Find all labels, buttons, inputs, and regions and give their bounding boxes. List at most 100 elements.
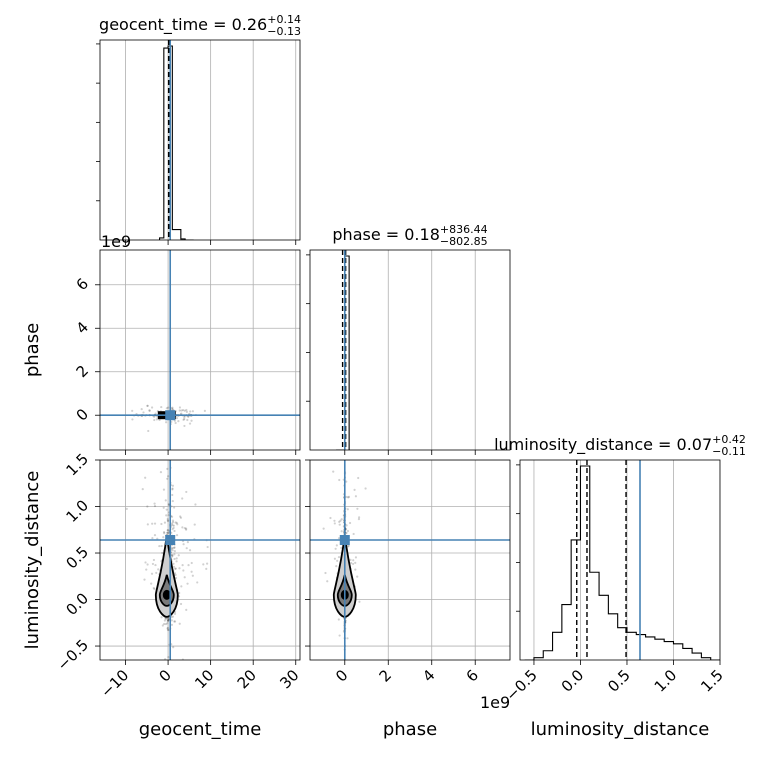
panel-frame (99, 459, 301, 661)
sample-point (170, 407, 173, 410)
sample-point (167, 406, 170, 409)
sample-point (163, 619, 166, 622)
sample-point (185, 408, 188, 412)
sample-point (190, 570, 193, 573)
x-axis-luminosity_distance-row2: −0.5 0.0 0.5 1.0 1.5 (502, 660, 727, 705)
x-tick-label: −10 (97, 666, 132, 701)
sample-point (170, 547, 173, 550)
sample-point (333, 519, 336, 522)
sample-point (172, 546, 176, 549)
sample-point (337, 618, 340, 621)
sample-point (346, 529, 350, 533)
sample-point (181, 526, 184, 529)
x-tick-label: 0.0 (558, 666, 588, 696)
sample-point (146, 505, 149, 508)
y-axis-label-luminosity_distance: luminosity_distance (22, 471, 43, 650)
sample-point (347, 495, 351, 498)
sample-point (173, 419, 177, 422)
sample-point (161, 551, 164, 555)
sample-point (171, 521, 175, 524)
x-tick-label: 0 (155, 666, 174, 685)
sample-point (357, 518, 361, 521)
sample-point (344, 694, 346, 696)
sample-point (158, 418, 161, 422)
panel-luminosity_distance-geocent_time (99, 459, 301, 661)
sample-point (175, 560, 178, 563)
sample-point (165, 421, 168, 424)
sample-point (178, 622, 181, 625)
sample-point (185, 608, 188, 611)
sample-point (166, 628, 170, 631)
sample-point (174, 573, 177, 576)
sample-point (160, 405, 163, 409)
x-tick-label: 1.5 (697, 666, 727, 696)
sample-point (338, 634, 341, 637)
sample-point (143, 578, 146, 581)
panel-phase-phase: phase = 0.18+836.44−802.85 (306, 223, 511, 451)
x-scale-label-phase: 1e9 (480, 693, 510, 712)
sample-point (146, 523, 149, 526)
sample-point (167, 655, 170, 659)
sample-point (338, 520, 341, 523)
x-tick-label: 0 (332, 666, 351, 685)
sample-point (151, 537, 154, 540)
sample-point (173, 572, 177, 575)
sample-point (171, 549, 174, 552)
sample-point (354, 561, 357, 564)
sample-point (356, 575, 359, 578)
sample-point (333, 522, 336, 525)
sample-point (166, 517, 169, 521)
sample-point (186, 418, 189, 422)
sample-point (334, 547, 337, 550)
sample-point (183, 527, 186, 530)
sample-point (205, 567, 208, 570)
y-tick-label: 4 (73, 318, 92, 337)
sample-point (173, 557, 176, 561)
sample-point (153, 418, 156, 422)
sample-point (164, 617, 167, 620)
sample-point (158, 544, 161, 548)
sample-point (358, 600, 361, 603)
sample-point (346, 508, 349, 511)
sample-point (326, 580, 329, 583)
sample-point (206, 562, 209, 565)
y-tick-label: 1.0 (62, 496, 92, 526)
panel-luminosity_distance-luminosity_distance: luminosity_distance = 0.07+0.42−0.11 (494, 433, 746, 661)
sample-point (174, 567, 177, 570)
sample-point (173, 553, 176, 556)
sample-point (202, 563, 205, 566)
x-tick-label: 30 (276, 666, 302, 692)
panel-frame (99, 249, 301, 451)
sample-point (142, 411, 145, 414)
sample-point (175, 417, 179, 420)
sample-point (167, 475, 170, 478)
sample-point (180, 412, 183, 415)
x-tick-label: 6 (463, 666, 482, 685)
sample-point (152, 558, 156, 562)
title-lower-luminosity_distance: −0.11 (712, 445, 746, 458)
sample-point (339, 519, 342, 522)
sample-point (172, 562, 175, 565)
sample-point (183, 416, 186, 419)
sample-point (322, 527, 325, 530)
sample-point (186, 582, 189, 585)
sample-point (166, 477, 169, 480)
sample-point (154, 563, 157, 567)
sample-point (172, 526, 175, 529)
histogram-luminosity_distance (524, 465, 720, 660)
x-axis-geocent_time-row0 (125, 240, 297, 245)
sample-point (153, 415, 156, 418)
sample-point (171, 519, 175, 522)
sample-point (175, 521, 178, 525)
sample-point (337, 555, 341, 559)
y-axis-luminosity_distance-row2: −0.5 0.0 0.5 1.0 1.5 (54, 450, 100, 674)
panel-geocent_time-geocent_time: geocent_time = 0.26+0.14−0.13 (96, 13, 301, 241)
sample-point (171, 406, 174, 409)
panel-frame (99, 39, 301, 241)
sample-point (166, 467, 169, 470)
sample-point (172, 565, 176, 569)
sample-point (165, 514, 168, 517)
sample-point (176, 523, 179, 526)
sample-point (171, 528, 174, 531)
sample-point (182, 418, 185, 421)
